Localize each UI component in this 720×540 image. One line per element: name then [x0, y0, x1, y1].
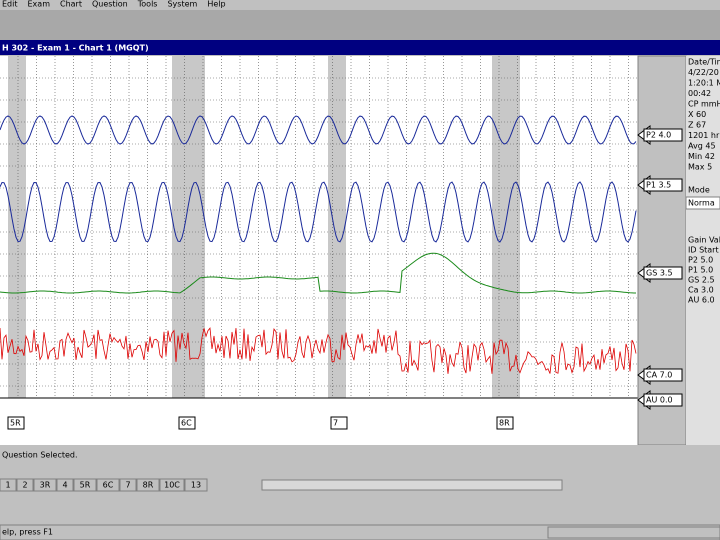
tab-label: 2 [22, 481, 27, 490]
question-marker: 5R [10, 419, 21, 428]
channel-label: AU 0.0 [646, 396, 673, 405]
gain-line: Gain Valu [688, 236, 720, 245]
gain-line: Ca 3.0 [688, 286, 714, 295]
tab[interactable] [73, 478, 97, 492]
channel-label: P1 3.5 [646, 181, 671, 190]
tab[interactable] [56, 478, 74, 492]
panel-mode-label: Mode [688, 186, 710, 195]
panel-line: Z 67 [688, 121, 706, 130]
panel-line: 1201 hr [688, 131, 720, 140]
channel-box[interactable] [643, 178, 683, 192]
question-marker: 8R [499, 419, 510, 428]
channel-label: CA 7.0 [646, 371, 672, 380]
tab[interactable] [119, 478, 137, 492]
status-bar [0, 524, 720, 540]
tab-label: 1 [5, 481, 10, 490]
status-bar-text: elp, press F1 [2, 528, 53, 537]
gain-line: AU 6.0 [688, 296, 715, 305]
tab-label: 3R [40, 481, 51, 490]
panel-line: X 60 [688, 110, 706, 119]
waveforms [0, 115, 637, 374]
wave-p1 [0, 181, 637, 243]
channel-box[interactable] [643, 368, 683, 382]
tab-label: 13 [191, 481, 201, 490]
tab-label: 8R [143, 481, 154, 490]
tab-label: 7 [125, 481, 130, 490]
status-area [0, 445, 720, 477]
channel-strip [637, 55, 687, 446]
info-panel [686, 56, 720, 445]
wave-ca [0, 327, 637, 374]
panel-line: Min 42 [688, 152, 715, 161]
gain-line: ID Start [688, 246, 719, 255]
mode-box[interactable] [685, 196, 720, 210]
gain-line: P1 5.0 [688, 266, 713, 275]
grid [0, 56, 638, 398]
tab[interactable] [0, 478, 17, 492]
panel-mode: Norma [688, 199, 715, 208]
menu-item[interactable]: Exam [28, 0, 51, 9]
panel-line: Avg 45 [688, 142, 716, 151]
tab-label: 5R [80, 481, 91, 490]
question-marker: 6C [181, 419, 192, 428]
menu-item[interactable]: Chart [60, 0, 82, 9]
menu-item[interactable]: System [167, 0, 197, 9]
panel-line: CP mmHg [688, 100, 720, 109]
wave-gs [0, 252, 636, 294]
tab-label: 10C [164, 481, 180, 490]
menu-bar [0, 0, 720, 10]
status-pane [547, 526, 720, 539]
title-bar [0, 40, 720, 55]
panel-line: Max 5 [688, 163, 712, 172]
toolbar-area [0, 10, 720, 40]
menu-item[interactable]: Help [207, 0, 225, 9]
panel-line: 4/22/20 [688, 68, 719, 77]
channel-box[interactable] [643, 128, 683, 142]
tab[interactable] [16, 478, 34, 492]
channel-box[interactable] [643, 266, 683, 280]
tab[interactable] [136, 478, 160, 492]
channel-box[interactable] [643, 393, 683, 407]
tab-label: 4 [62, 481, 67, 490]
window-title: H 302 - Exam 1 - Chart 1 (MGQT) [2, 44, 149, 53]
marker-box [178, 416, 196, 430]
wave-p2 [0, 115, 637, 145]
question-band [492, 56, 520, 398]
marker-box [7, 416, 25, 430]
channel-label: P2 4.0 [646, 131, 671, 140]
marker-box [496, 416, 514, 430]
gain-line: GS 2.5 [688, 276, 715, 285]
menu-item[interactable]: Tools [137, 0, 158, 9]
gain-line: P2 5.0 [688, 256, 713, 265]
menu-item[interactable]: Edit [2, 0, 18, 9]
marker-box [330, 416, 348, 430]
status-text: Question Selected. [2, 451, 78, 460]
question-marker: 7 [333, 419, 338, 428]
channel-label: GS 3.5 [646, 269, 673, 278]
tab[interactable] [159, 478, 185, 492]
question-band [8, 56, 26, 398]
panel-line: 00:42 [688, 89, 711, 98]
menu-item[interactable]: Question [92, 0, 128, 9]
tab[interactable] [184, 478, 208, 492]
tab[interactable] [96, 478, 120, 492]
tab[interactable] [33, 478, 57, 492]
panel-line: Date/Tim [688, 58, 720, 67]
scrollbar [261, 479, 563, 491]
tab-label: 6C [103, 481, 114, 490]
chart-area [0, 56, 638, 445]
panel-line: 1:20:1 M [688, 79, 720, 88]
